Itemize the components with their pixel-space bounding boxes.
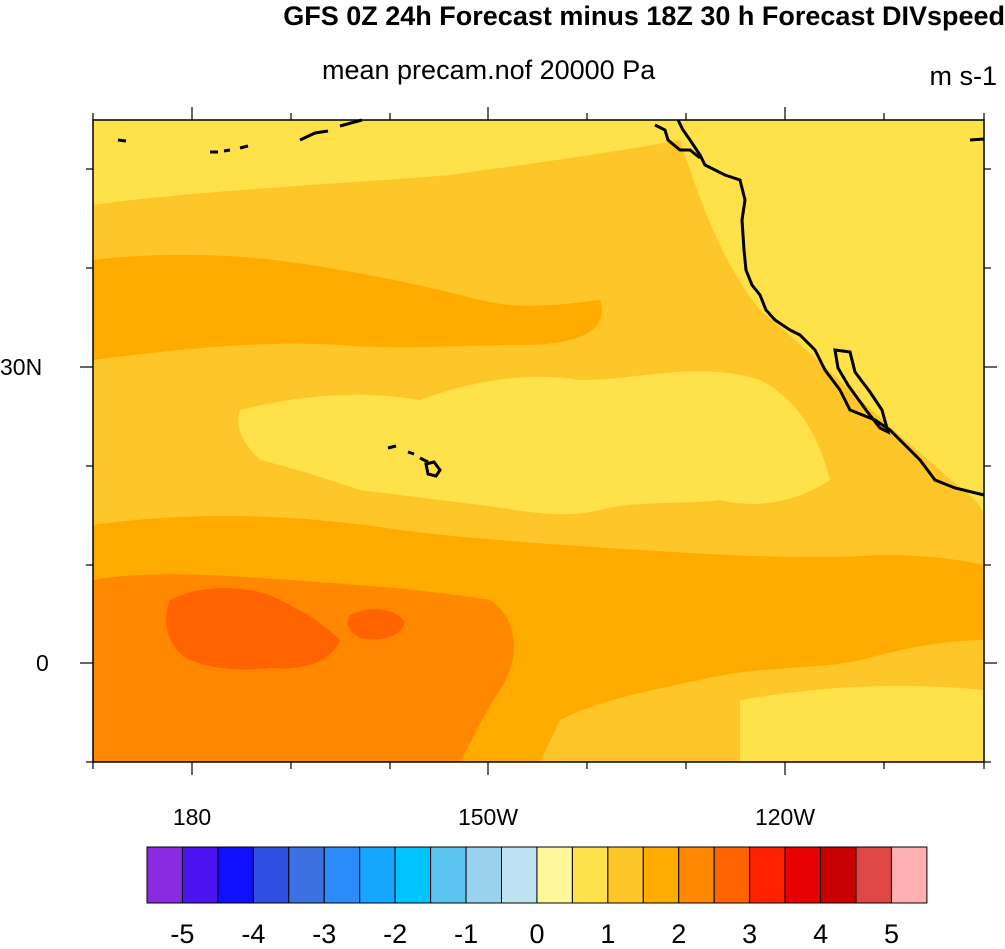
colorbar-label: 1: [600, 919, 616, 949]
colorbar-label: 0: [529, 919, 545, 949]
colorbar-label: -2: [383, 919, 408, 949]
lon-label-180: 180: [172, 804, 212, 830]
colorbar-label: 4: [813, 919, 829, 949]
lat-label-30n: 30N: [0, 354, 43, 380]
coastline-baja: [833, 348, 891, 435]
colorbar-label: 2: [671, 919, 687, 949]
colorbar-swatch: [430, 846, 467, 904]
colorbar-swatch: [890, 846, 928, 904]
lon-label-150w: 150W: [457, 804, 519, 830]
colorbar-swatch: [642, 846, 680, 904]
colorbar-swatch: [146, 846, 183, 904]
colorbar: [146, 846, 928, 904]
colorbar-swatch: [607, 846, 644, 904]
units-label: m s-1: [929, 61, 998, 91]
colorbar-label: 3: [742, 919, 758, 949]
map-subtitle: mean precam.nof 20000 Pa: [322, 55, 656, 85]
ticks: [80, 107, 997, 775]
coastline: [117, 118, 985, 497]
colorbar-label: -3: [312, 919, 337, 949]
contour-level-2-5-small: [347, 609, 405, 640]
colorbar-swatch: [288, 846, 325, 904]
lon-label-120w: 120W: [754, 804, 816, 830]
colorbar-swatch: [359, 846, 396, 904]
map-frame: [92, 119, 985, 763]
colorbar-swatch: [394, 846, 432, 904]
colorbar-swatch: [252, 846, 290, 904]
coastline-aleutians: [117, 118, 363, 154]
colorbar-swatch: [217, 846, 254, 904]
coastline-northeast: [969, 137, 985, 142]
contour-level-0-5-central: [238, 371, 830, 515]
colorbar-swatch: [820, 846, 857, 904]
colorbar-swatch: [784, 846, 822, 904]
contour-level-0-5-east: [740, 120, 984, 300]
contour-level-2-5: [166, 588, 340, 670]
colorbar-label: 5: [883, 919, 900, 949]
map-title: GFS 0Z 24h Forecast minus 18Z 30 h Forec…: [283, 1, 1005, 31]
colorbar-swatch: [181, 846, 219, 904]
colorbar-swatch: [749, 846, 786, 904]
colorbar-label: -1: [454, 919, 479, 949]
colorbar-swatch: [536, 846, 573, 904]
contour-level-2: [93, 574, 514, 762]
coastline-north-america: [676, 119, 985, 497]
lat-label-0: 0: [36, 650, 49, 676]
colorbar-label: -4: [241, 919, 266, 949]
coastline-vancouver: [654, 123, 701, 160]
colorbar-swatch: [465, 846, 502, 904]
colorbar-swatch: [713, 846, 751, 904]
contour-level-0-5-southeast: [740, 685, 984, 762]
colorbar-label: -5: [170, 919, 195, 949]
contour-field: [93, 120, 984, 762]
colorbar-swatch: [323, 846, 361, 904]
colorbar-swatch: [501, 846, 538, 904]
contour-level-1-5-north: [93, 254, 602, 360]
colorbar-swatch: [678, 846, 715, 904]
colorbar-swatch: [855, 846, 892, 904]
colorbar-swatch: [571, 846, 609, 904]
coastline-hawaii: [387, 444, 442, 478]
